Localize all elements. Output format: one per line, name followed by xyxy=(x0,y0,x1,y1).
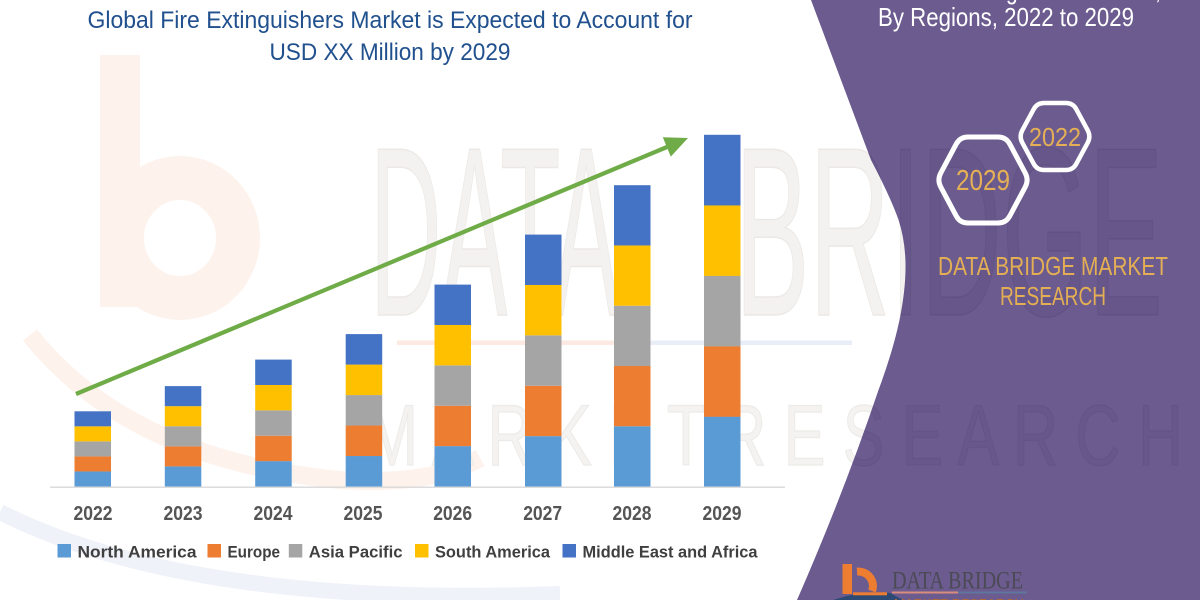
svg-text:2022: 2022 xyxy=(74,503,113,525)
svg-text:DATA BRIDGE MARKET: DATA BRIDGE MARKET xyxy=(938,251,1168,281)
svg-text:Middle East and Africa: Middle East and Africa xyxy=(583,543,759,562)
svg-text:2025: 2025 xyxy=(344,503,383,525)
svg-text:USD XX Million by 2029: USD XX Million by 2029 xyxy=(270,39,511,66)
svg-text:Global Fire Extinguishers Mark: Global Fire Extinguishers Market, xyxy=(851,0,1161,5)
svg-text:2024: 2024 xyxy=(254,503,294,525)
svg-text:Europe: Europe xyxy=(228,543,281,562)
svg-text:Global Fire Extinguishers Mark: Global Fire Extinguishers Market is Expe… xyxy=(88,7,693,34)
svg-text:MARKET RESEARCH: MARKET RESEARCH xyxy=(894,598,1024,600)
svg-text:2023: 2023 xyxy=(164,503,203,525)
svg-text:DATA: DATA xyxy=(370,98,619,367)
svg-text:2029: 2029 xyxy=(956,165,1010,197)
svg-text:2029: 2029 xyxy=(703,503,742,525)
svg-text:By Regions, 2022 to 2029: By Regions, 2022 to 2029 xyxy=(878,2,1134,32)
svg-text:DATA BRIDGE: DATA BRIDGE xyxy=(892,568,1023,595)
svg-text:2026: 2026 xyxy=(433,503,472,525)
svg-text:North America: North America xyxy=(78,543,198,562)
svg-text:Asia Pacific: Asia Pacific xyxy=(309,543,403,562)
svg-text:2028: 2028 xyxy=(613,503,652,525)
svg-text:2022: 2022 xyxy=(1029,122,1081,152)
svg-text:RESEARCH: RESEARCH xyxy=(1000,281,1106,311)
svg-text:South America: South America xyxy=(435,543,551,562)
svg-text:2027: 2027 xyxy=(523,503,562,525)
